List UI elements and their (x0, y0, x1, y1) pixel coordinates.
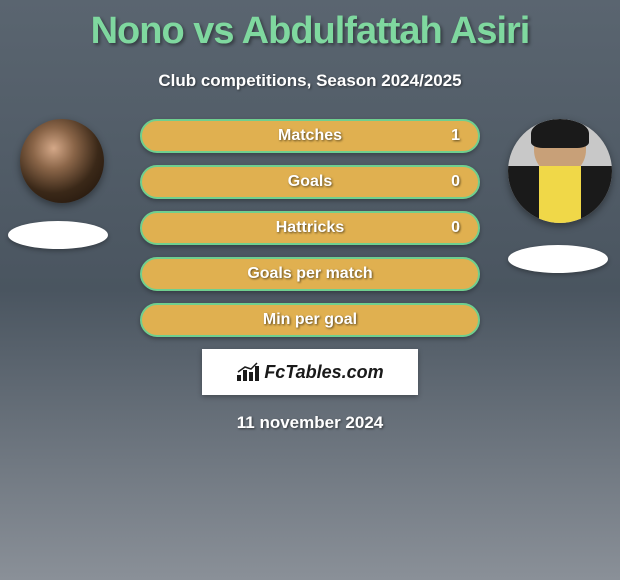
stat-row-matches: Matches 1 (140, 119, 480, 153)
player-left-label (8, 221, 108, 249)
fctables-logo-text: FcTables.com (264, 362, 383, 383)
stat-label: Goals per match (247, 265, 372, 283)
stat-row-hattricks: Hattricks 0 (140, 211, 480, 245)
date-line: 11 november 2024 (0, 413, 620, 433)
player-left (8, 119, 108, 249)
player-right (508, 119, 612, 273)
stat-label: Goals (288, 173, 332, 191)
stat-value: 1 (451, 127, 460, 145)
stat-label: Min per goal (263, 311, 357, 329)
comparison-content: Matches 1 Goals 0 Hattricks 0 Goals per … (0, 119, 620, 433)
player-right-label (508, 245, 608, 273)
stat-row-min-per-goal: Min per goal (140, 303, 480, 337)
season-subtitle: Club competitions, Season 2024/2025 (0, 71, 620, 91)
stat-label: Hattricks (276, 219, 344, 237)
fctables-logo-box: FcTables.com (202, 349, 418, 395)
stat-label: Matches (278, 127, 342, 145)
player-right-image (508, 119, 612, 223)
fctables-chart-icon (236, 362, 260, 382)
stat-row-goals-per-match: Goals per match (140, 257, 480, 291)
stat-value: 0 (451, 219, 460, 237)
comparison-title: Nono vs Abdulfattah Asiri (0, 0, 620, 53)
player-left-image (20, 119, 104, 203)
player-left-avatar (20, 119, 104, 203)
stat-row-goals: Goals 0 (140, 165, 480, 199)
stat-value: 0 (451, 173, 460, 191)
stats-container: Matches 1 Goals 0 Hattricks 0 Goals per … (140, 119, 480, 337)
player-right-avatar (508, 119, 612, 223)
